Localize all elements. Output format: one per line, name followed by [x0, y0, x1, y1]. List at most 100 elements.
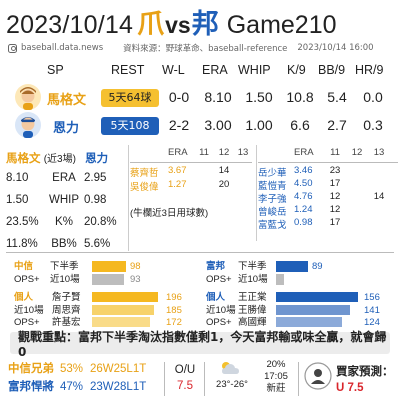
reliever-era: 3.67: [168, 165, 187, 176]
pitch-count: [368, 204, 390, 217]
ops-value: 141: [364, 304, 380, 316]
key-point-callout: 觀戰重點：富邦下半季淘汰指數僅剩1，今天富邦輸或味全贏，就會歸0: [10, 330, 390, 359]
period-label: 近10場: [50, 274, 80, 285]
team-ops-periods: 下半季 近10場: [238, 260, 268, 286]
player-name: 王勝偉: [238, 304, 267, 316]
reliever-era: 0.98: [294, 217, 313, 228]
bullpen-col-era: ERA: [168, 147, 188, 158]
whip-value: 1.50: [245, 89, 273, 105]
team-record: 23W28L1T: [90, 381, 147, 393]
reliever-era: 4.76: [294, 191, 313, 202]
ind-names: 王正棠 王勝偉 高國輝: [238, 292, 267, 330]
reliever-name: 岳少華: [258, 168, 287, 179]
ops-bar: [92, 304, 154, 315]
recent-stat-label: ERA: [52, 172, 76, 184]
ind-header: 個人: [14, 292, 34, 303]
wl-value: 0-0: [168, 89, 190, 105]
pitcher-2-name: 恩力: [53, 121, 80, 136]
pitch-count: 17: [329, 217, 341, 228]
game-time: 17:05: [264, 371, 288, 382]
recent-p1-value: 8.10: [6, 172, 29, 184]
reliever-era: 1.27: [168, 179, 187, 190]
reliever-era: 1.24: [294, 204, 313, 215]
ops-value: 124: [364, 317, 380, 328]
ops-bar: [276, 317, 342, 327]
pitch-count: [234, 179, 252, 193]
ops-value: 89: [312, 261, 323, 272]
ops-value: 196: [166, 292, 182, 303]
recent-p2-value: 5.6%: [84, 238, 111, 250]
team-name: 富邦: [206, 261, 226, 272]
reliever-name: 富藍戈: [258, 220, 287, 231]
ou-label: O/U: [174, 364, 196, 376]
pitcher-avatar-icon: [15, 112, 41, 138]
rain-time-venue: 20% 17:05 新莊: [258, 359, 294, 395]
recent-p2-name: 恩力: [85, 153, 109, 165]
team-ops-values: 89: [312, 260, 323, 273]
team-name: 富邦悍將: [8, 381, 54, 393]
pitcher-avatar-icon: [15, 84, 41, 110]
bullpen-row: 吳俊偉 1.27 20: [130, 179, 252, 193]
bullpen-header: ERA 11 12 13: [258, 147, 398, 161]
reliever-name: 蔡齊哲: [130, 168, 159, 179]
pitch-count: [346, 217, 368, 230]
temperature: 23°-26°: [216, 379, 248, 390]
ops-bar: [276, 274, 284, 285]
ops-value: 185: [166, 304, 182, 316]
bullpen-row: 富藍戈 0.98 17: [258, 217, 398, 231]
pitcher-name: 恩力: [53, 117, 79, 136]
recent-header: 馬格文 (近3場) 恩力: [6, 150, 108, 166]
bullpen-left: ERA 11 12 13 蔡齊哲 3.67 14 吳俊偉 1.27 20 (牛欄…: [130, 147, 252, 219]
col-wl: W-L: [162, 63, 185, 77]
vs-label: vs: [165, 12, 191, 38]
team-ops-label: 中信 OPS+: [14, 260, 40, 286]
recent-p1-value: 11.8%: [6, 238, 38, 250]
col-era: ERA: [202, 63, 228, 77]
recent-p1-name: 馬格文: [6, 153, 41, 165]
over-under: O/U 7.5: [172, 362, 198, 394]
pitch-count: [368, 165, 390, 178]
pick-value: U 7.5: [336, 382, 364, 394]
ops-value: 93: [130, 274, 141, 285]
team-ops-label: 富邦 OPS+: [206, 260, 232, 286]
bullpen-row: 李子強 4.76 12 14: [258, 191, 398, 205]
team-name: 中信: [14, 261, 34, 272]
pitch-count: 17: [329, 178, 341, 189]
reliever-name: 藍愷青: [258, 181, 287, 192]
ind-names: 詹子賢 周思齊 許基宏: [52, 292, 81, 330]
col-k9: K/9: [287, 63, 306, 77]
recent-row: 11.8% BB% 5.6%: [6, 238, 124, 260]
recent-stat-label: WHIP: [48, 194, 80, 206]
recent-row: 1.50 WHIP 0.98: [6, 194, 124, 216]
ind-header: 個人: [206, 292, 226, 303]
ops-bar: [92, 292, 158, 302]
divider: [128, 145, 129, 251]
ind-header: OPS+: [14, 317, 40, 328]
player-name: 王正棠: [238, 292, 267, 303]
account-handle: baseball.data.news: [21, 43, 104, 53]
pitcher-name: 馬格文: [47, 89, 86, 108]
team-record: 26W25L1T: [90, 363, 147, 375]
period-label: 下半季: [50, 261, 79, 272]
bullpen-col-day: 12: [351, 147, 363, 158]
ind-ops-label: 個人 近10場 OPS+: [206, 292, 236, 330]
bullpen-header: ERA 11 12 13: [130, 147, 252, 161]
instagram-icon: [8, 43, 17, 53]
bb9-value: 5.4: [327, 89, 347, 105]
col-sp: SP: [47, 63, 64, 77]
bullpen-row: 蔡齊哲 3.67 14: [130, 165, 252, 179]
rest-badge: 5天64球: [101, 89, 159, 107]
col-rest: REST: [111, 63, 145, 77]
ops-value: 172: [166, 317, 182, 328]
rain-chance: 20%: [266, 359, 286, 370]
divider: [164, 362, 165, 396]
bullpen-note: (牛欄近3日用球數): [130, 208, 209, 219]
era-value: 8.10: [204, 89, 232, 105]
pitch-count: [194, 165, 214, 179]
team-ops-values: 98 93: [130, 260, 141, 286]
recent-p2-value: 2.95: [84, 172, 107, 184]
team-ops-periods: 下半季 近10場: [50, 260, 80, 286]
bullpen-col-era: ERA: [294, 147, 314, 158]
bullpen-col-day: 11: [199, 147, 209, 158]
pitch-count: [346, 165, 368, 178]
